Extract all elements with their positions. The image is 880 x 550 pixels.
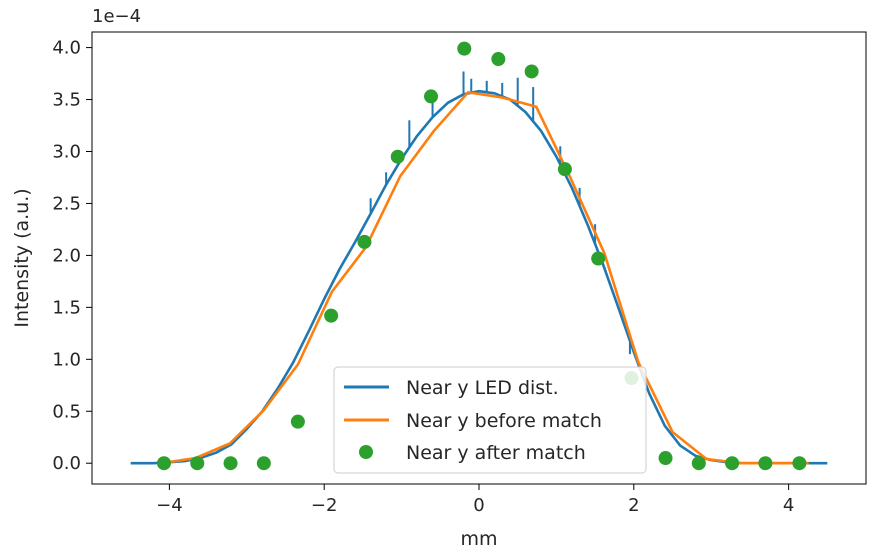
x-axis-label: mm: [460, 528, 497, 550]
scatter-point: [658, 451, 673, 466]
scatter-point: [290, 414, 305, 429]
x-tick-label: 0: [473, 495, 484, 516]
scatter-point: [792, 456, 807, 471]
y-axis-label: Intensity (a.u.): [11, 188, 33, 327]
y-tick-label: 4.0: [52, 38, 81, 59]
y-axis-offset-text: 1e−4: [92, 6, 141, 27]
y-tick-label: 2.5: [52, 193, 81, 214]
scatter-point: [223, 456, 238, 471]
y-tick-label: 3.0: [52, 141, 81, 162]
plot-area: [130, 41, 828, 471]
legend-swatch-after-match: [359, 445, 373, 459]
x-tick-label: 4: [783, 495, 794, 516]
scatter-point: [591, 251, 606, 266]
legend-entry-before-match: Near y before match: [406, 410, 602, 432]
legend-box: [333, 366, 647, 474]
scatter-point: [390, 149, 405, 164]
scatter-point: [758, 456, 773, 471]
y-tick-label: 0.5: [52, 401, 81, 422]
x-tick-label: 2: [628, 495, 639, 516]
scatter-point: [357, 234, 372, 249]
y-tick-label: 3.5: [52, 90, 81, 111]
scatter-point: [156, 456, 171, 471]
scatter-point: [491, 52, 506, 67]
x-axis-ticks: −4 −2 0 2 4: [156, 484, 794, 516]
y-tick-label: 1.5: [52, 297, 81, 318]
scatter-point: [557, 162, 572, 177]
scatter-point: [256, 456, 271, 471]
x-tick-label: −4: [156, 495, 183, 516]
legend-entry-after-match: Near y after match: [406, 442, 586, 464]
scatter-point: [424, 89, 439, 104]
legend: Near y LED dist. Near y before match Nea…: [333, 366, 647, 474]
scatter-point: [190, 456, 205, 471]
x-tick-label: −2: [311, 495, 338, 516]
series-line-1: [161, 91, 809, 465]
scatter-point: [725, 456, 740, 471]
scatter-point: [691, 456, 706, 471]
scatter-point: [457, 41, 472, 56]
scatter-point: [324, 308, 339, 323]
y-tick-label: 2.0: [52, 245, 81, 266]
y-tick-label: 0.0: [52, 453, 81, 474]
axes-frame: [91, 31, 867, 485]
y-axis-ticks: 0.0 0.5 1.0 1.5 2.0 2.5 3.0 3.5 4.0: [52, 38, 92, 474]
y-tick-label: 1.0: [52, 349, 81, 370]
legend-entry-led-dist: Near y LED dist.: [406, 377, 559, 399]
scatter-point: [524, 64, 539, 79]
